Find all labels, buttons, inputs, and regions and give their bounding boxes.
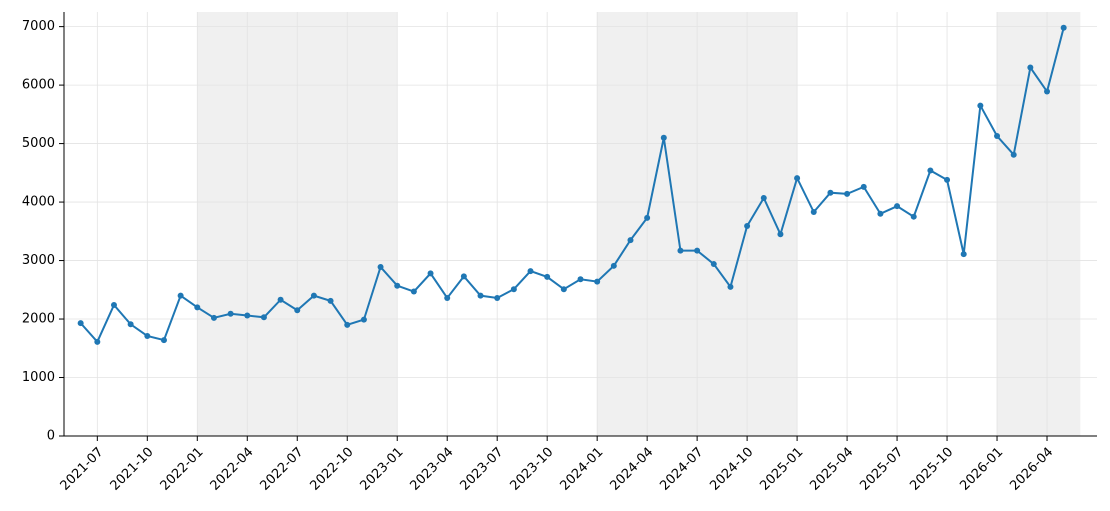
data-point: [394, 282, 401, 289]
x-tick-label: 2023-10: [507, 445, 556, 494]
data-point: [427, 270, 434, 277]
data-point: [260, 314, 267, 321]
data-point: [344, 321, 351, 328]
data-point: [494, 294, 501, 301]
data-point: [510, 286, 517, 293]
x-tick-label: 2025-07: [857, 445, 906, 494]
data-point: [244, 312, 251, 319]
shaded-span: [997, 12, 1081, 436]
data-point: [94, 338, 101, 345]
data-point: [1027, 64, 1034, 71]
data-point: [1044, 88, 1051, 95]
data-point: [644, 214, 651, 221]
data-point: [210, 314, 217, 321]
data-point: [877, 210, 884, 217]
x-tick-label: 2024-04: [607, 445, 656, 494]
data-point: [127, 321, 134, 328]
data-point: [627, 237, 634, 244]
data-point: [377, 263, 384, 270]
x-tick-label: 2024-01: [557, 445, 606, 494]
x-tick-label: 2023-07: [457, 445, 506, 494]
data-point: [327, 297, 334, 304]
data-point: [194, 304, 201, 311]
data-point: [977, 102, 984, 109]
data-point: [1010, 151, 1017, 158]
data-point: [577, 276, 584, 283]
data-point: [110, 301, 117, 308]
data-point: [660, 134, 667, 141]
data-point: [360, 316, 367, 323]
x-tick-label: 2023-01: [358, 445, 407, 494]
y-tick-label: 1000: [22, 370, 55, 385]
data-point: [160, 337, 167, 344]
data-point: [744, 223, 751, 230]
y-tick-label: 6000: [22, 78, 55, 93]
y-tick-label: 0: [47, 429, 55, 444]
data-point: [760, 194, 767, 201]
x-tick-label: 2022-10: [308, 445, 357, 494]
data-point: [410, 288, 417, 295]
data-point: [460, 273, 467, 280]
x-tick-label: 2022-04: [208, 445, 257, 494]
data-point: [960, 251, 967, 258]
x-tick-label: 2024-10: [707, 445, 756, 494]
x-tick-label: 2022-07: [258, 445, 307, 494]
x-tick-label: 2026-01: [957, 445, 1006, 494]
x-tick-label: 2021-07: [58, 445, 107, 494]
data-point: [527, 268, 534, 275]
data-point: [544, 273, 551, 280]
data-point: [927, 167, 934, 174]
data-point: [794, 175, 801, 182]
data-point: [677, 247, 684, 254]
x-tick-label: 2021-10: [108, 445, 157, 494]
data-point: [727, 283, 734, 290]
data-point: [560, 286, 567, 293]
x-tick-label: 2024-07: [657, 445, 706, 494]
data-point: [310, 292, 317, 299]
data-point: [277, 296, 284, 303]
data-point: [710, 261, 717, 268]
data-point: [694, 247, 701, 254]
data-point: [227, 310, 234, 317]
data-point: [944, 176, 951, 183]
y-tick-label: 4000: [22, 195, 55, 210]
data-point: [610, 262, 617, 269]
data-point: [860, 183, 867, 190]
x-tick-label: 2025-04: [807, 445, 856, 494]
data-point: [477, 292, 484, 299]
data-point: [777, 231, 784, 238]
data-point: [77, 320, 84, 327]
data-point: [177, 292, 184, 299]
x-tick-label: 2022-01: [158, 445, 207, 494]
data-point: [144, 332, 151, 339]
x-tick-label: 2023-04: [407, 445, 456, 494]
data-point: [910, 213, 917, 220]
data-point: [444, 294, 451, 301]
y-tick-label: 5000: [22, 136, 55, 151]
data-point: [1060, 24, 1067, 31]
data-point: [810, 209, 817, 216]
y-tick-label: 3000: [22, 253, 55, 268]
data-point: [594, 278, 601, 285]
y-tick-label: 7000: [22, 19, 55, 34]
x-tick-label: 2025-01: [757, 445, 806, 494]
x-tick-label: 2025-10: [907, 445, 956, 494]
x-tick-label: 2026-04: [1007, 445, 1056, 494]
data-point: [294, 307, 301, 314]
data-point: [844, 190, 851, 197]
data-point: [827, 189, 834, 196]
y-tick-label: 2000: [22, 312, 55, 327]
data-point: [994, 132, 1001, 139]
data-point: [894, 203, 901, 210]
